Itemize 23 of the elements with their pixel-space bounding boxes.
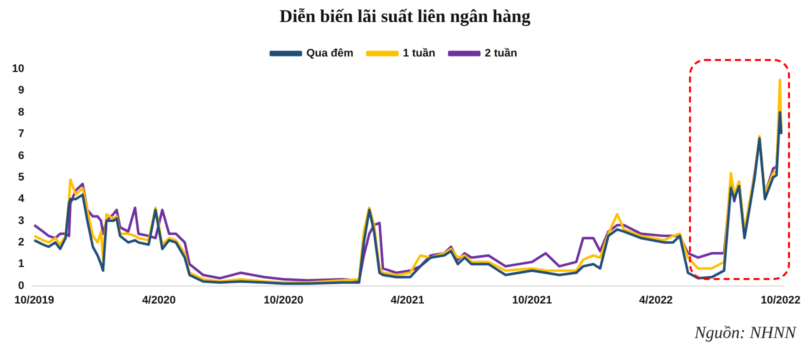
y-tick-label: 7 <box>18 128 24 140</box>
y-tick-label: 2 <box>18 236 24 248</box>
y-tick-label: 4 <box>18 193 26 206</box>
x-tick-label: 4/2021 <box>390 294 424 306</box>
chart-title: Diễn biến lãi suất liên ngân hàng <box>278 6 532 27</box>
x-tick-label: 10/2022 <box>760 294 800 306</box>
x-tick-label: 4/2022 <box>639 294 673 306</box>
y-tick-label: 0 <box>18 280 24 292</box>
y-tick-label: 1 <box>18 258 24 270</box>
y-tick-label: 3 <box>18 214 24 227</box>
y-tick-label: 8 <box>18 106 24 118</box>
x-tick-label: 10/2020 <box>264 294 304 306</box>
y-tick-label: 10 <box>12 63 24 76</box>
y-tick-label: 6 <box>18 150 24 162</box>
x-tick-label: 10/2019 <box>14 294 54 306</box>
legend-label: 2 tuần <box>484 48 518 60</box>
x-tick-label: 4/2020 <box>142 294 176 306</box>
legend-label: Qua đêm <box>306 48 354 60</box>
x-tick-label: 10/2021 <box>512 294 552 306</box>
text: Nguồn: NHNN <box>694 323 796 343</box>
legend-label: 1 tuần <box>402 48 436 60</box>
y-tick-label: 5 <box>18 171 24 184</box>
y-tick-label: 9 <box>18 84 24 97</box>
